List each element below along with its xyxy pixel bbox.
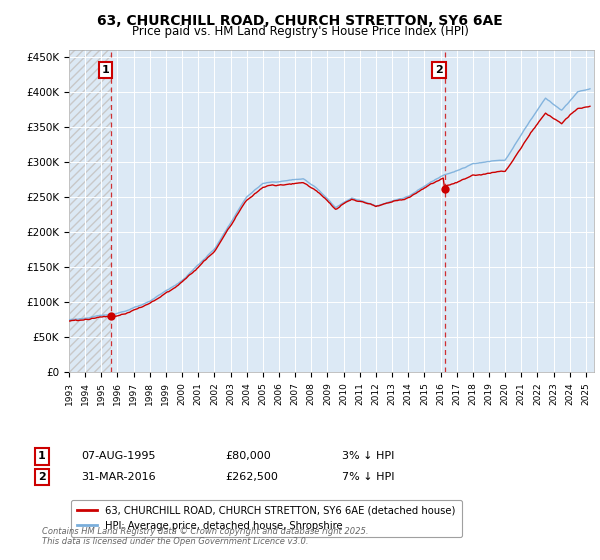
Text: 1: 1 — [38, 451, 46, 461]
Text: Price paid vs. HM Land Registry's House Price Index (HPI): Price paid vs. HM Land Registry's House … — [131, 25, 469, 38]
Text: 63, CHURCHILL ROAD, CHURCH STRETTON, SY6 6AE: 63, CHURCHILL ROAD, CHURCH STRETTON, SY6… — [97, 14, 503, 28]
Text: 2: 2 — [38, 472, 46, 482]
Bar — [69, 50, 111, 372]
Text: 3% ↓ HPI: 3% ↓ HPI — [342, 451, 394, 461]
Text: 7% ↓ HPI: 7% ↓ HPI — [342, 472, 395, 482]
Text: £262,500: £262,500 — [225, 472, 278, 482]
Text: £80,000: £80,000 — [225, 451, 271, 461]
Legend: 63, CHURCHILL ROAD, CHURCH STRETTON, SY6 6AE (detached house), HPI: Average pric: 63, CHURCHILL ROAD, CHURCH STRETTON, SY6… — [71, 500, 462, 536]
Text: 1: 1 — [101, 65, 109, 75]
Text: 31-MAR-2016: 31-MAR-2016 — [81, 472, 155, 482]
Text: 07-AUG-1995: 07-AUG-1995 — [81, 451, 155, 461]
Text: 2: 2 — [435, 65, 443, 75]
Text: Contains HM Land Registry data © Crown copyright and database right 2025.
This d: Contains HM Land Registry data © Crown c… — [42, 526, 368, 546]
